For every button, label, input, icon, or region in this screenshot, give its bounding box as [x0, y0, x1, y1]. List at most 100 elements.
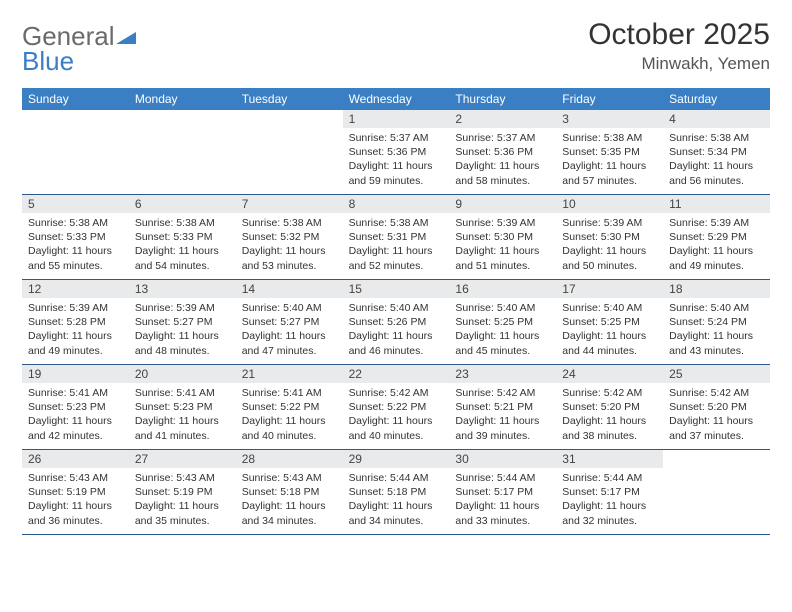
sunrise-text: Sunrise: 5:41 AM	[135, 386, 230, 400]
day-cell: 22Sunrise: 5:42 AMSunset: 5:22 PMDayligh…	[343, 365, 450, 449]
day-number: 16	[449, 280, 556, 298]
sunset-text: Sunset: 5:24 PM	[669, 315, 764, 329]
day-cell: 18Sunrise: 5:40 AMSunset: 5:24 PMDayligh…	[663, 280, 770, 364]
daylight-text: Daylight: 11 hours and 55 minutes.	[28, 244, 123, 272]
daylight-text: Daylight: 11 hours and 53 minutes.	[242, 244, 337, 272]
sunset-text: Sunset: 5:35 PM	[562, 145, 657, 159]
day-details: Sunrise: 5:44 AMSunset: 5:18 PMDaylight:…	[343, 468, 450, 534]
day-number	[129, 110, 236, 114]
daylight-text: Daylight: 11 hours and 47 minutes.	[242, 329, 337, 357]
day-cell: 20Sunrise: 5:41 AMSunset: 5:23 PMDayligh…	[129, 365, 236, 449]
sunrise-text: Sunrise: 5:42 AM	[455, 386, 550, 400]
sunset-text: Sunset: 5:19 PM	[28, 485, 123, 499]
sunset-text: Sunset: 5:33 PM	[28, 230, 123, 244]
day-cell: 27Sunrise: 5:43 AMSunset: 5:19 PMDayligh…	[129, 450, 236, 534]
day-details: Sunrise: 5:40 AMSunset: 5:27 PMDaylight:…	[236, 298, 343, 364]
sunset-text: Sunset: 5:33 PM	[135, 230, 230, 244]
sunrise-text: Sunrise: 5:42 AM	[562, 386, 657, 400]
day-number: 4	[663, 110, 770, 128]
day-cell: 13Sunrise: 5:39 AMSunset: 5:27 PMDayligh…	[129, 280, 236, 364]
sunset-text: Sunset: 5:23 PM	[28, 400, 123, 414]
day-details: Sunrise: 5:42 AMSunset: 5:22 PMDaylight:…	[343, 383, 450, 449]
day-number	[22, 110, 129, 114]
daylight-text: Daylight: 11 hours and 37 minutes.	[669, 414, 764, 442]
day-number: 2	[449, 110, 556, 128]
day-number: 22	[343, 365, 450, 383]
day-details: Sunrise: 5:44 AMSunset: 5:17 PMDaylight:…	[556, 468, 663, 534]
day-details: Sunrise: 5:40 AMSunset: 5:25 PMDaylight:…	[449, 298, 556, 364]
day-number: 19	[22, 365, 129, 383]
day-cell: 3Sunrise: 5:38 AMSunset: 5:35 PMDaylight…	[556, 110, 663, 194]
day-number: 28	[236, 450, 343, 468]
daylight-text: Daylight: 11 hours and 43 minutes.	[669, 329, 764, 357]
calendar-weeks: 1Sunrise: 5:37 AMSunset: 5:36 PMDaylight…	[22, 110, 770, 535]
logo: GeneralBlue	[22, 18, 138, 73]
day-number: 12	[22, 280, 129, 298]
calendar: SundayMondayTuesdayWednesdayThursdayFrid…	[22, 88, 770, 535]
day-details: Sunrise: 5:37 AMSunset: 5:36 PMDaylight:…	[449, 128, 556, 194]
day-number: 6	[129, 195, 236, 213]
sunrise-text: Sunrise: 5:40 AM	[349, 301, 444, 315]
sunrise-text: Sunrise: 5:39 AM	[135, 301, 230, 315]
sunrise-text: Sunrise: 5:38 AM	[669, 131, 764, 145]
day-cell: 9Sunrise: 5:39 AMSunset: 5:30 PMDaylight…	[449, 195, 556, 279]
sunset-text: Sunset: 5:22 PM	[349, 400, 444, 414]
daylight-text: Daylight: 11 hours and 57 minutes.	[562, 159, 657, 187]
sunset-text: Sunset: 5:17 PM	[455, 485, 550, 499]
daylight-text: Daylight: 11 hours and 32 minutes.	[562, 499, 657, 527]
dow-monday: Monday	[129, 88, 236, 110]
day-cell-empty	[236, 110, 343, 194]
day-details: Sunrise: 5:41 AMSunset: 5:23 PMDaylight:…	[129, 383, 236, 449]
day-details: Sunrise: 5:38 AMSunset: 5:32 PMDaylight:…	[236, 213, 343, 279]
day-cell: 16Sunrise: 5:40 AMSunset: 5:25 PMDayligh…	[449, 280, 556, 364]
day-cell: 25Sunrise: 5:42 AMSunset: 5:20 PMDayligh…	[663, 365, 770, 449]
day-cell-empty	[663, 450, 770, 534]
sunset-text: Sunset: 5:26 PM	[349, 315, 444, 329]
sunrise-text: Sunrise: 5:37 AM	[455, 131, 550, 145]
title-block: October 2025 Minwakh, Yemen	[588, 18, 770, 74]
daylight-text: Daylight: 11 hours and 45 minutes.	[455, 329, 550, 357]
day-number: 10	[556, 195, 663, 213]
daylight-text: Daylight: 11 hours and 44 minutes.	[562, 329, 657, 357]
day-details: Sunrise: 5:39 AMSunset: 5:28 PMDaylight:…	[22, 298, 129, 364]
daylight-text: Daylight: 11 hours and 49 minutes.	[669, 244, 764, 272]
day-cell: 11Sunrise: 5:39 AMSunset: 5:29 PMDayligh…	[663, 195, 770, 279]
sunset-text: Sunset: 5:28 PM	[28, 315, 123, 329]
sunrise-text: Sunrise: 5:39 AM	[562, 216, 657, 230]
day-cell: 21Sunrise: 5:41 AMSunset: 5:22 PMDayligh…	[236, 365, 343, 449]
sunset-text: Sunset: 5:20 PM	[562, 400, 657, 414]
daylight-text: Daylight: 11 hours and 54 minutes.	[135, 244, 230, 272]
daylight-text: Daylight: 11 hours and 48 minutes.	[135, 329, 230, 357]
day-details: Sunrise: 5:43 AMSunset: 5:19 PMDaylight:…	[22, 468, 129, 534]
month-title: October 2025	[588, 18, 770, 52]
day-number	[663, 450, 770, 454]
daylight-text: Daylight: 11 hours and 39 minutes.	[455, 414, 550, 442]
week-row: 26Sunrise: 5:43 AMSunset: 5:19 PMDayligh…	[22, 450, 770, 535]
dow-sunday: Sunday	[22, 88, 129, 110]
sunrise-text: Sunrise: 5:41 AM	[28, 386, 123, 400]
day-number: 8	[343, 195, 450, 213]
day-details: Sunrise: 5:38 AMSunset: 5:33 PMDaylight:…	[129, 213, 236, 279]
sunrise-text: Sunrise: 5:43 AM	[242, 471, 337, 485]
sunrise-text: Sunrise: 5:39 AM	[28, 301, 123, 315]
day-number: 26	[22, 450, 129, 468]
day-details: Sunrise: 5:42 AMSunset: 5:20 PMDaylight:…	[663, 383, 770, 449]
dow-thursday: Thursday	[449, 88, 556, 110]
daylight-text: Daylight: 11 hours and 40 minutes.	[349, 414, 444, 442]
day-cell: 8Sunrise: 5:38 AMSunset: 5:31 PMDaylight…	[343, 195, 450, 279]
day-cell: 7Sunrise: 5:38 AMSunset: 5:32 PMDaylight…	[236, 195, 343, 279]
daylight-text: Daylight: 11 hours and 49 minutes.	[28, 329, 123, 357]
sunset-text: Sunset: 5:30 PM	[562, 230, 657, 244]
day-number: 15	[343, 280, 450, 298]
daylight-text: Daylight: 11 hours and 46 minutes.	[349, 329, 444, 357]
day-number: 13	[129, 280, 236, 298]
day-cell: 10Sunrise: 5:39 AMSunset: 5:30 PMDayligh…	[556, 195, 663, 279]
header: GeneralBlue October 2025 Minwakh, Yemen	[22, 18, 770, 74]
day-number: 23	[449, 365, 556, 383]
sunset-text: Sunset: 5:21 PM	[455, 400, 550, 414]
daylight-text: Daylight: 11 hours and 52 minutes.	[349, 244, 444, 272]
day-number: 3	[556, 110, 663, 128]
sunset-text: Sunset: 5:34 PM	[669, 145, 764, 159]
day-cell: 19Sunrise: 5:41 AMSunset: 5:23 PMDayligh…	[22, 365, 129, 449]
day-details: Sunrise: 5:43 AMSunset: 5:19 PMDaylight:…	[129, 468, 236, 534]
